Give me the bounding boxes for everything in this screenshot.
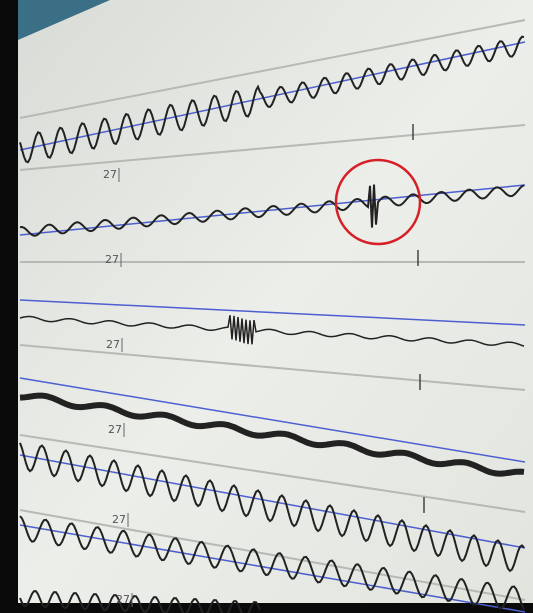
channel-label: 27: [105, 253, 119, 266]
channel-label: 27: [103, 168, 117, 181]
channel-label: 27: [112, 513, 126, 526]
channel-label: 27: [116, 593, 130, 606]
photo: 27 27 27 27 27 27: [0, 0, 533, 613]
channel-label: 27: [108, 423, 122, 436]
page: 272727272727 (() => { const data = JSON.…: [0, 0, 533, 613]
channel-label: 27: [106, 338, 120, 351]
